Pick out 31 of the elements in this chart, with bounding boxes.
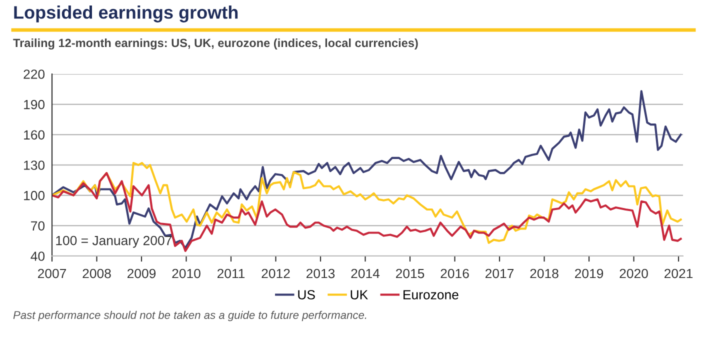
y-tick-label: 130 [24, 160, 45, 170]
x-tick-label: 2018 [530, 268, 558, 278]
x-tick-label: 2014 [351, 268, 380, 278]
x-tick-label: 2012 [262, 268, 290, 278]
x-tick-label: 2013 [306, 268, 335, 278]
x-tick-label: 2008 [82, 268, 111, 278]
x-tick-label: 2020 [620, 268, 648, 278]
line-series [52, 172, 682, 252]
line-series [52, 90, 682, 249]
x-tick-label: 2021 [664, 268, 693, 278]
legend-label: UK [350, 290, 368, 300]
x-tick-label: 2009 [127, 268, 156, 278]
y-tick-label: 100 [24, 190, 45, 200]
x-tick-label: 2015 [396, 268, 424, 278]
x-tick-label: 2016 [440, 268, 469, 278]
y-tick-label: 190 [24, 100, 45, 110]
x-tick-label: 2019 [575, 268, 604, 278]
y-tick-label: 70 [31, 221, 45, 231]
chart-subtitle: Trailing 12-month earnings: US, UK, eurozone (indices, local currencies) [13, 38, 418, 50]
text: Past performance should not be taken as a guide to future performance. [13, 310, 366, 322]
x-tick-label: 2007 [38, 268, 66, 278]
legend-label: Eurozone [404, 290, 458, 300]
y-tick-label: 220 [24, 70, 45, 79]
x-tick-label: 2010 [172, 268, 200, 278]
x-tick-label: 2011 [217, 268, 245, 278]
y-tick-label: 40 [30, 252, 45, 261]
chart-title: Lopsided earnings growth [14, 6, 238, 22]
annotation: 100 = January 2007 [56, 236, 172, 248]
y-tick-label: 160 [24, 130, 45, 140]
x-tick-label: 2017 [486, 268, 514, 278]
legend-label: US [298, 290, 315, 300]
